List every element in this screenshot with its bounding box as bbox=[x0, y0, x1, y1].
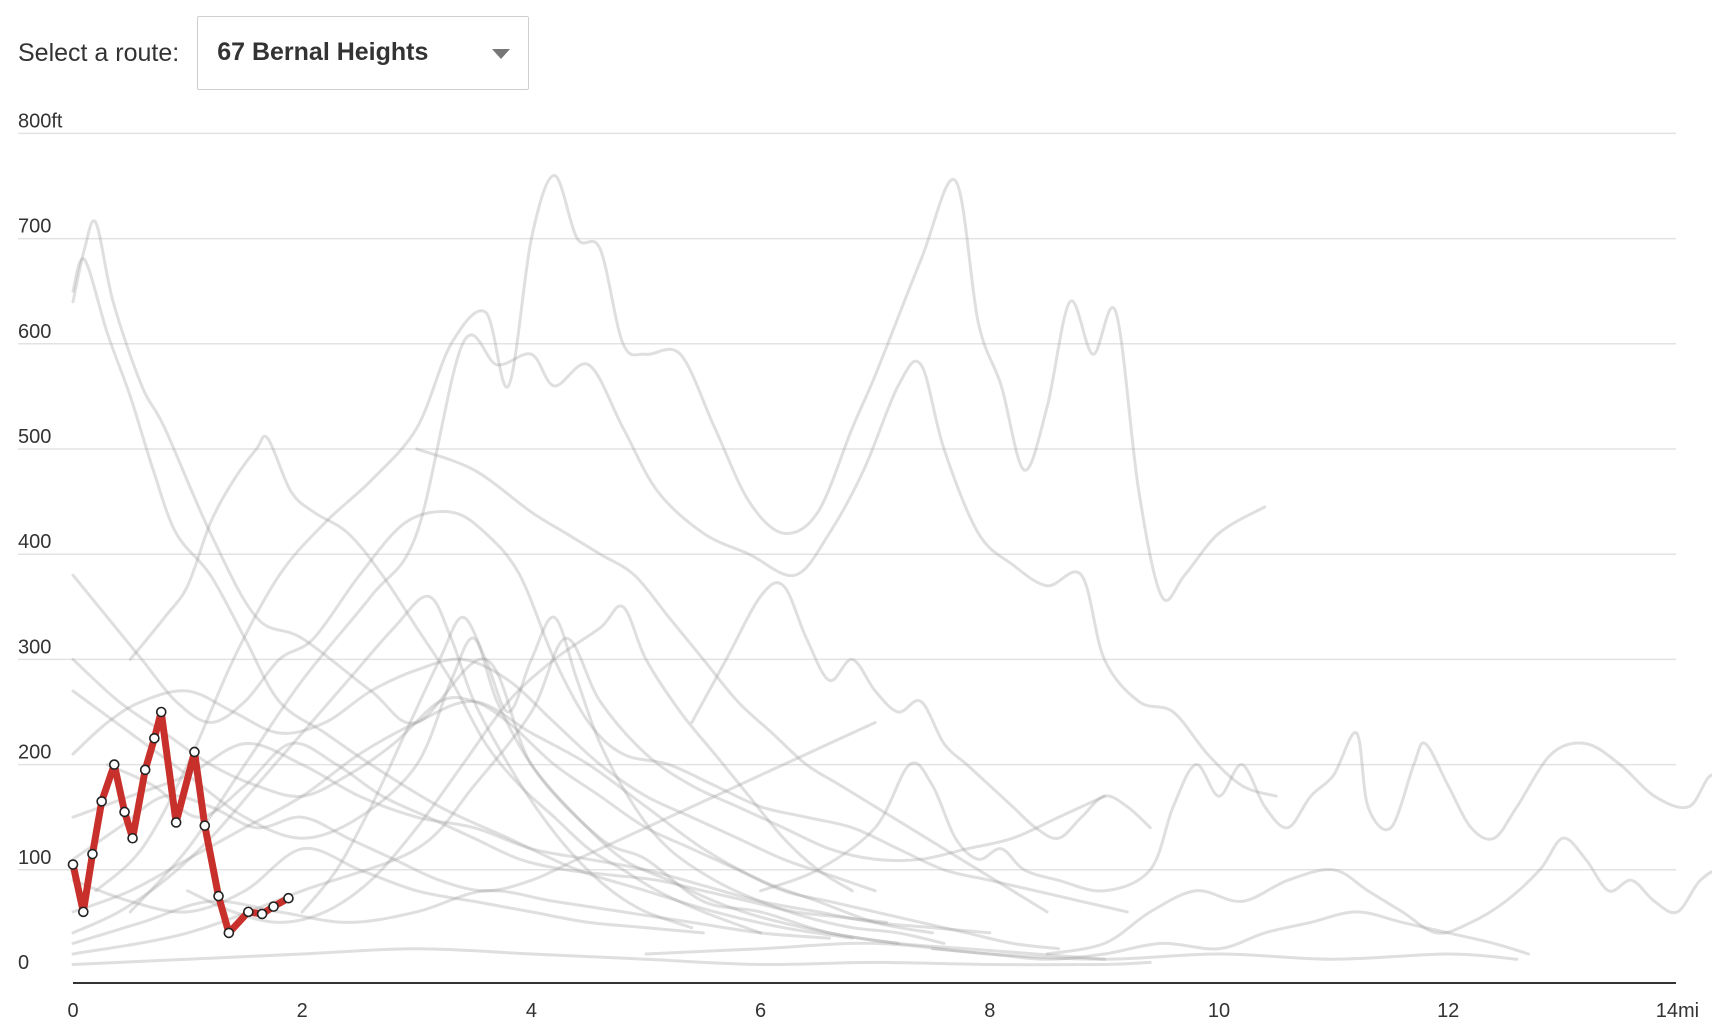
y-tick-label: 800ft bbox=[18, 110, 63, 132]
background-routes bbox=[71, 174, 1712, 967]
y-axis-ticks: 0 100 200 300 400 500 600 700 800ft bbox=[18, 110, 63, 974]
background-route-line bbox=[690, 581, 1152, 840]
background-route-line bbox=[931, 910, 1530, 961]
route-stop-point[interactable] bbox=[149, 732, 160, 744]
background-route-line bbox=[94, 174, 1267, 893]
background-route-line bbox=[71, 699, 934, 935]
route-stop-point[interactable] bbox=[189, 746, 200, 758]
background-route-line bbox=[71, 657, 1061, 951]
background-route-line bbox=[128, 333, 1278, 914]
route-selector-label: Select a route: bbox=[18, 38, 180, 67]
background-route-line bbox=[71, 510, 1129, 914]
background-route-line bbox=[71, 846, 705, 935]
route-stop-point[interactable] bbox=[268, 901, 279, 912]
background-route-line bbox=[415, 447, 1049, 914]
background-route-line bbox=[71, 947, 1152, 967]
route-dropdown-value: 67 Bernal Heights bbox=[217, 38, 429, 66]
route-stop-point[interactable] bbox=[119, 806, 130, 818]
x-tick-label: 12 bbox=[1437, 1000, 1459, 1018]
background-route-line bbox=[71, 594, 694, 935]
route-stop-point[interactable] bbox=[78, 906, 89, 918]
y-tick-label: 400 bbox=[18, 531, 51, 553]
y-tick-label: 300 bbox=[18, 636, 51, 658]
background-route-line bbox=[71, 257, 854, 940]
route-dropdown[interactable]: 67 Bernal Heights bbox=[197, 16, 530, 90]
route-stop-point[interactable] bbox=[213, 890, 224, 902]
background-route-line bbox=[71, 636, 1106, 956]
y-tick-label: 200 bbox=[18, 742, 51, 764]
x-tick-label: 6 bbox=[755, 1000, 766, 1018]
x-axis-ticks: 0 2 4 6 8 10 12 14mi bbox=[67, 1000, 1699, 1018]
background-route-line bbox=[71, 657, 877, 893]
x-tick-label: 2 bbox=[297, 1000, 308, 1018]
x-tick-label: 0 bbox=[67, 1000, 78, 1018]
background-route-line bbox=[71, 219, 900, 945]
y-tick-label: 600 bbox=[18, 321, 51, 343]
route-stop-point[interactable] bbox=[127, 832, 138, 844]
route-stop-point[interactable] bbox=[256, 908, 268, 920]
y-tick-label: 0 bbox=[18, 952, 29, 974]
background-route-line bbox=[759, 731, 1712, 893]
route-stop-point[interactable] bbox=[199, 820, 211, 831]
background-route-line bbox=[71, 721, 877, 893]
route-stop-point[interactable] bbox=[243, 906, 254, 918]
background-route-line bbox=[105, 741, 889, 924]
background-route-line bbox=[300, 615, 946, 945]
grid-lines bbox=[18, 132, 1676, 871]
y-tick-label: 500 bbox=[18, 426, 51, 448]
background-route-line bbox=[644, 941, 1519, 961]
background-route-line bbox=[71, 889, 831, 945]
route-stop-point[interactable] bbox=[155, 706, 167, 718]
x-tick-label: 14mi bbox=[1656, 1000, 1699, 1018]
background-route-line bbox=[1045, 836, 1712, 956]
route-stop-point[interactable] bbox=[108, 759, 120, 770]
route-stop-point[interactable] bbox=[87, 848, 98, 860]
highlighted-route bbox=[67, 706, 294, 939]
x-tick-label: 10 bbox=[1208, 1000, 1230, 1018]
background-route-line bbox=[71, 636, 1106, 961]
route-selector: Select a route: 67 Bernal Heights bbox=[18, 16, 530, 90]
x-tick-label: 8 bbox=[984, 1000, 995, 1018]
x-tick-label: 4 bbox=[526, 1000, 537, 1018]
route-stop-point[interactable] bbox=[139, 764, 151, 776]
route-stop-point[interactable] bbox=[283, 892, 294, 904]
route-stop-point[interactable] bbox=[170, 817, 182, 828]
route-stop-point[interactable] bbox=[67, 859, 79, 870]
route-stop-point[interactable] bbox=[223, 927, 235, 939]
background-route-line bbox=[186, 604, 854, 924]
y-tick-label: 700 bbox=[18, 216, 51, 238]
chevron-down-icon[interactable] bbox=[492, 49, 511, 59]
background-route-line bbox=[71, 742, 992, 935]
background-route-line bbox=[128, 434, 763, 935]
y-tick-label: 100 bbox=[18, 847, 51, 869]
route-stop-point[interactable] bbox=[96, 796, 107, 807]
